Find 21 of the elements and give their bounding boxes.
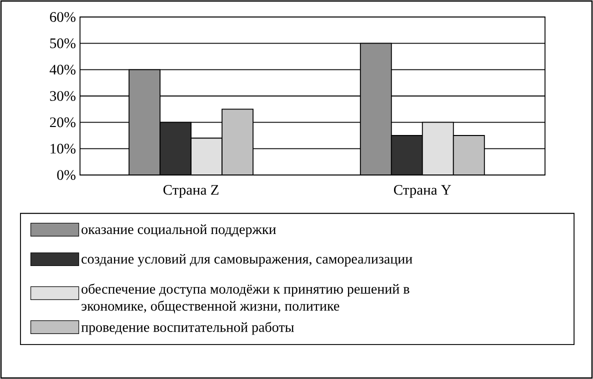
y-tick-label: 0% <box>57 170 76 180</box>
x-tick-label: Страна Y <box>394 185 452 198</box>
legend-label: проведение воспитательной работы <box>81 322 294 335</box>
legend-label: создание условий для самовыражения, самореализации <box>82 254 412 267</box>
bar <box>128 69 160 175</box>
y-tick-label: 40% <box>50 64 76 75</box>
y-tick-label: 50% <box>50 38 76 48</box>
bar <box>222 108 254 175</box>
bar <box>452 135 485 175</box>
legend-label: обеспечение доступа молодёжи к принятию решений в экономике, общественной жизни, политике <box>82 284 410 314</box>
y-tick-label: 30% <box>50 91 76 101</box>
y-tick-label: 20% <box>50 117 76 128</box>
legend-label: оказание социальной поддержки <box>82 224 276 237</box>
y-tick-label: 10% <box>50 144 76 154</box>
bar <box>160 122 192 175</box>
bar <box>360 42 392 175</box>
bar <box>190 138 222 175</box>
bar <box>422 122 454 175</box>
x-tick-label: Страна Z <box>163 185 218 198</box>
y-tick-label: 60% <box>50 12 76 22</box>
bar <box>390 135 423 175</box>
